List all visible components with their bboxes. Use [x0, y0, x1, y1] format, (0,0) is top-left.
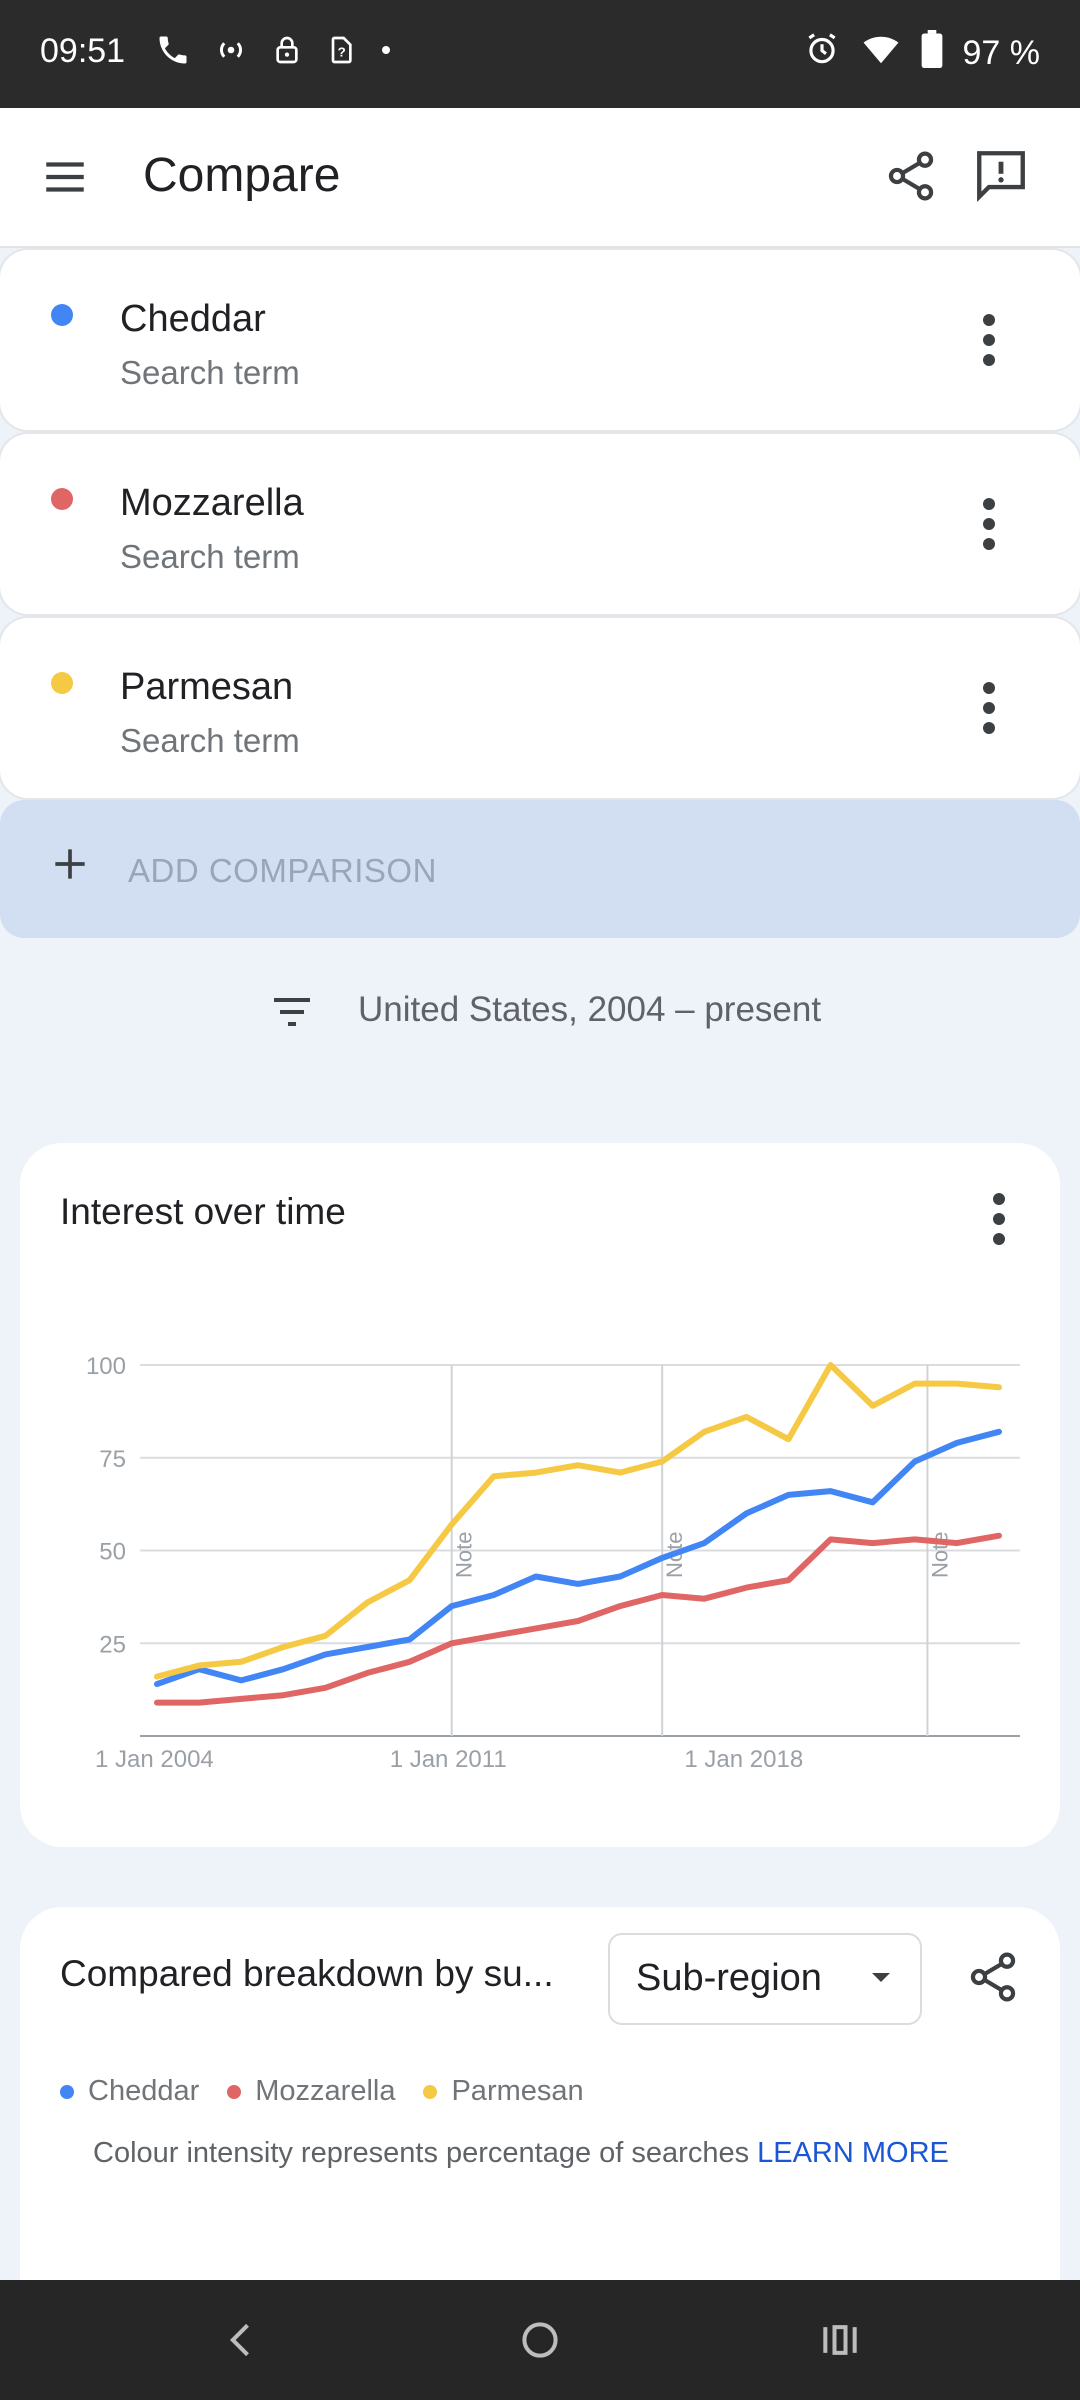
filter-label[interactable]: United States, 2004 – present [358, 990, 822, 1029]
term-color-dot [51, 672, 73, 694]
y-tick-label: 25 [99, 1631, 126, 1658]
legend-item: Mozzarella [227, 2075, 395, 2108]
subregion-dropdown[interactable]: Sub-region [608, 1933, 922, 2025]
term-type: Search term [120, 538, 300, 575]
unknown-sim-icon: ? [325, 32, 357, 77]
term-type: Search term [120, 722, 300, 759]
more-vert-icon[interactable] [982, 1189, 1016, 1254]
interest-over-time-card: Interest over time 25 50 75 100 Note Note Note… [20, 1143, 1060, 1847]
dot-icon [379, 32, 393, 77]
recents-icon[interactable] [818, 2318, 862, 2367]
series-line-cheddar [154, 1428, 1002, 1688]
intensity-note: Colour intensity represents percentage o… [93, 2137, 949, 2169]
app-bar: Compare [0, 108, 1080, 248]
term-color-dot [51, 304, 73, 326]
dropdown-value: Sub-region [636, 1957, 822, 1999]
page-title: Compare [143, 149, 341, 202]
plus-icon [48, 842, 92, 891]
term-name: Mozzarella [120, 482, 304, 524]
feedback-icon[interactable] [972, 146, 1030, 209]
term-name: Parmesan [120, 666, 294, 708]
term-card-parmesan[interactable]: Parmesan Search term [0, 618, 1080, 798]
term-card-cheddar[interactable]: Cheddar Search term [0, 250, 1080, 430]
card-title: Compared breakdown by su... [60, 1953, 554, 1994]
caret-down-icon [870, 1971, 892, 1990]
legend-item: Cheddar [60, 2075, 199, 2108]
y-tick-label: 75 [99, 1446, 126, 1473]
phone-icon [155, 32, 191, 77]
y-tick-label: 100 [86, 1353, 126, 1380]
share-icon[interactable] [883, 148, 939, 209]
svg-text:?: ? [338, 45, 346, 60]
lock-icon [271, 32, 303, 77]
menu-icon[interactable] [40, 152, 90, 207]
more-vert-icon[interactable] [972, 310, 1006, 375]
term-card-mozzarella[interactable]: Mozzarella Search term [0, 434, 1080, 614]
breakdown-card: Compared breakdown by su... Sub-region C… [20, 1907, 1060, 2327]
more-vert-icon[interactable] [972, 678, 1006, 743]
learn-more-link[interactable]: LEARN MORE [757, 2137, 949, 2169]
add-comparison-button[interactable]: ADD COMPARISON [0, 800, 1080, 938]
term-name: Cheddar [120, 298, 266, 340]
wifi-icon [861, 30, 901, 77]
add-comparison-label: ADD COMPARISON [128, 852, 437, 889]
x-tick-label: 1 Jan 2018 [684, 1746, 803, 1773]
x-tick-label: 1 Jan 2004 [95, 1746, 214, 1773]
term-type: Search term [120, 354, 300, 391]
back-icon[interactable] [220, 2318, 264, 2367]
series-line-mozzarella [154, 1532, 1002, 1706]
home-icon[interactable] [518, 2318, 562, 2367]
navigation-bar [0, 2280, 1080, 2400]
battery-percent: 97 % [962, 34, 1041, 72]
hotspot-icon [213, 32, 249, 77]
legend: Cheddar Mozzarella Parmesan [60, 2075, 584, 2108]
status-time: 09:51 [40, 32, 126, 70]
note-label: Note [452, 1532, 477, 1578]
term-color-dot [51, 488, 73, 510]
y-tick-label: 50 [99, 1539, 126, 1566]
filter-row[interactable]: United States, 2004 – present [0, 948, 1080, 1078]
status-bar: 09:51 ? 97 % [0, 0, 1080, 108]
legend-item: Parmesan [423, 2075, 584, 2108]
card-title: Interest over time [60, 1191, 346, 1232]
series-line-parmesan [154, 1362, 1002, 1680]
x-tick-label: 1 Jan 2011 [390, 1746, 507, 1773]
more-vert-icon[interactable] [972, 494, 1006, 559]
battery-icon [921, 30, 943, 77]
filter-icon[interactable] [268, 988, 316, 1041]
alarm-icon [803, 30, 841, 77]
share-icon[interactable] [965, 1949, 1021, 2010]
